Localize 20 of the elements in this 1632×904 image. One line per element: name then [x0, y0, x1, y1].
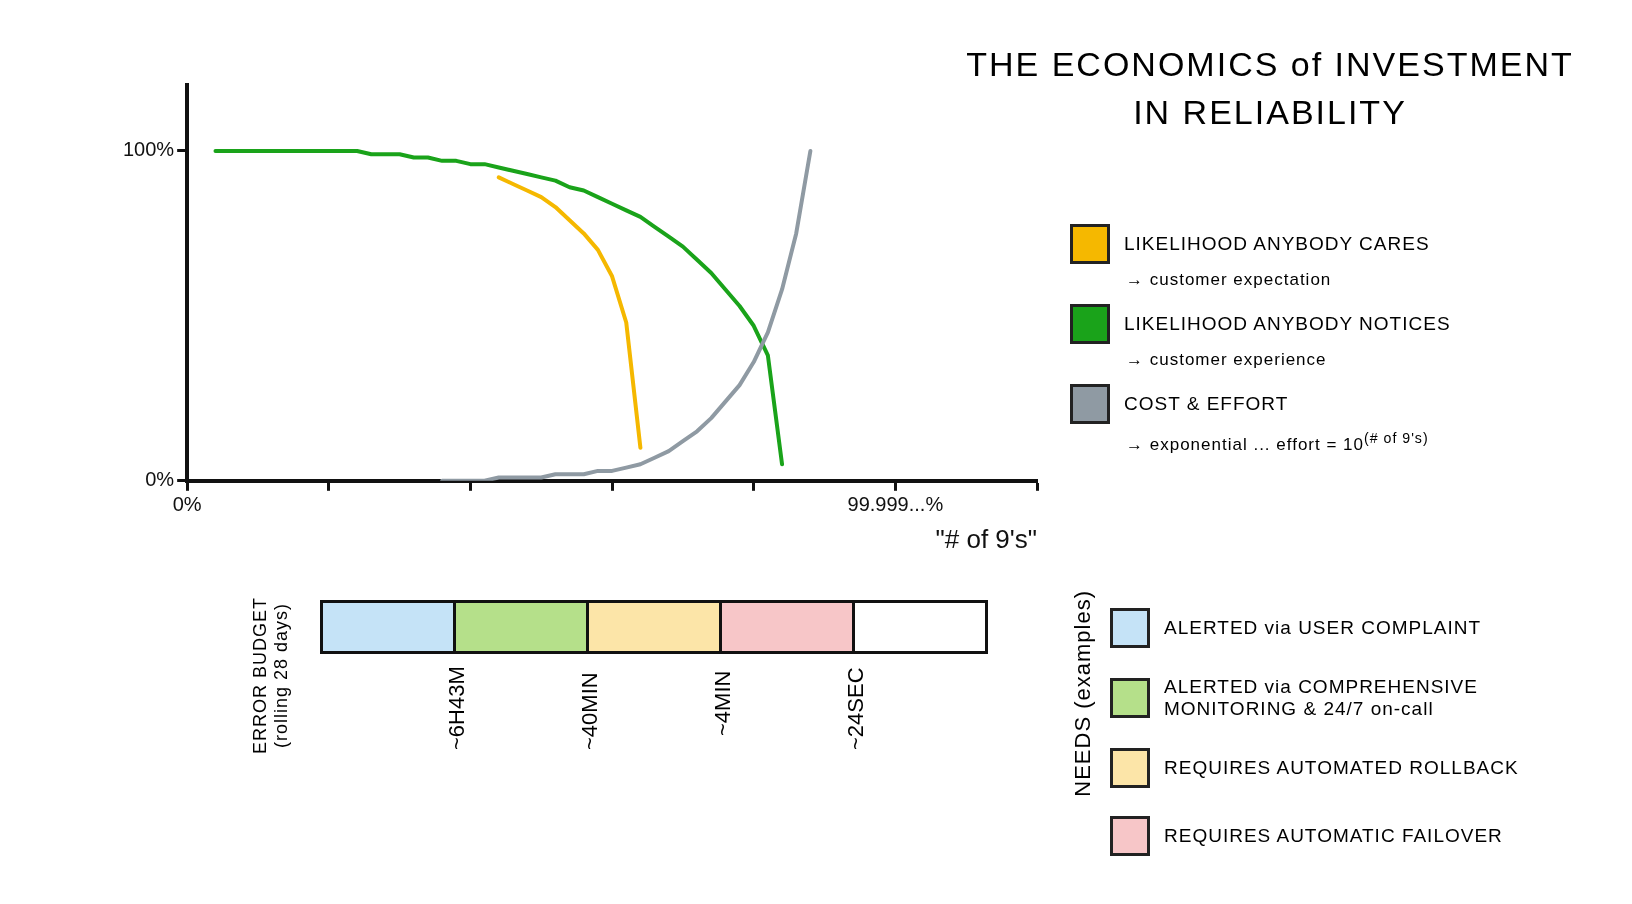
legend-label: ALERTED via USER COMPLAINT: [1164, 617, 1482, 639]
x-tick-label: 99.999...%: [847, 493, 944, 516]
text: ~40MIN: [577, 672, 603, 750]
text: → customer experience: [1126, 350, 1328, 370]
text: ~6H43M: [444, 666, 470, 750]
text: → customer expectation: [1126, 270, 1333, 290]
text: THE ECONOMICS of INVESTMENT IN RELIABILITY: [965, 44, 1575, 133]
legend-label: REQUIRES AUTOMATIC FAILOVER: [1164, 825, 1503, 847]
text: ~24SEC: [843, 667, 869, 750]
y-tick-label: 100%: [123, 138, 175, 161]
legend-label: LIKELIHOOD ANYBODY CARES: [1124, 233, 1430, 255]
text: ERROR BUDGET (rolling 28 days): [250, 595, 292, 756]
text: ~4MIN: [710, 670, 736, 736]
legend-label: LIKELIHOOD ANYBODY NOTICES: [1124, 313, 1451, 335]
x-axis-title: "# of 9's": [935, 523, 1037, 554]
text: → exponential ... effort = 10$^{(# of 9's)}$: [1126, 430, 1430, 455]
legend-label: COST & EFFORT: [1124, 393, 1289, 415]
legend-label: REQUIRES AUTOMATED ROLLBACK: [1164, 757, 1519, 779]
legend-label: ALERTED via COMPREHENSIVE MONITORING & 24/7 on-call: [1164, 676, 1479, 720]
legend-title: NEEDS (examples): [1070, 590, 1096, 797]
